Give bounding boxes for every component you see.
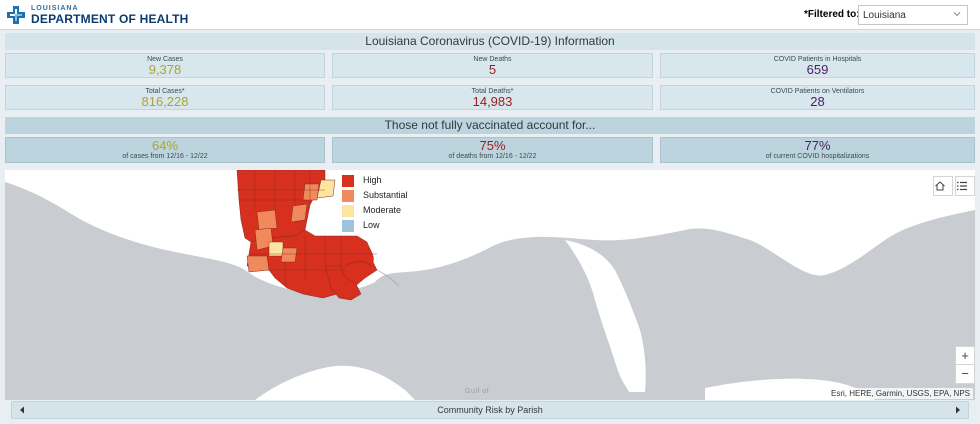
home-button[interactable] [933,176,953,196]
new-cases-value: 9,378 [6,63,324,77]
region-filter-value: Louisiana [863,10,906,21]
vax-deaths-value: 75% [333,139,652,153]
total-cases-card[interactable]: Total Cases* 816,228 [5,85,325,110]
legend-swatch-high [342,175,354,187]
vax-cases-value: 64% [6,139,324,153]
total-deaths-card[interactable]: Total Deaths* 14,983 [332,85,653,110]
legend-swatch-low [342,220,354,232]
legend-label-low: Low [363,220,380,230]
zoom-out-button[interactable]: − [955,364,975,384]
map-canvas [5,170,975,400]
info-title: Louisiana Coronavirus (COVID-19) Informa… [365,34,614,48]
vax-hospitalizations-label: of current COVID hospitalizations [661,153,974,160]
land-yucatan [255,366,415,400]
info-title-banner: Louisiana Coronavirus (COVID-19) Informa… [5,33,975,50]
zoom-in-icon: + [961,348,969,363]
new-cases-card[interactable]: New Cases 9,378 [5,53,325,78]
logo-subtitle: LOUISIANA [31,5,79,12]
vax-hospitalizations-card[interactable]: 77% of current COVID hospitalizations [660,137,975,163]
land-north [5,170,975,293]
vax-deaths-label: of deaths from 12/16 - 12/22 [333,153,652,160]
top-bar: LOUISIANA DEPARTMENT OF HEALTH *Filtered… [0,0,980,30]
zoom-out-icon: − [961,366,969,381]
ventilators-card[interactable]: COVID Patients on Ventilators 28 [660,85,975,110]
hospitalized-card[interactable]: COVID Patients in Hospitals 659 [660,53,975,78]
filter-label: *Filtered to: [804,9,860,20]
gulf-label: Gulf of [465,388,489,395]
vax-deaths-card[interactable]: 75% of deaths from 12/16 - 12/22 [332,137,653,163]
zoom-in-button[interactable]: + [955,346,975,366]
hospitalized-value: 659 [661,63,974,77]
new-deaths-value: 5 [333,63,652,77]
vax-cases-card[interactable]: 64% of cases from 12/16 - 12/22 [5,137,325,163]
parish-risk-map[interactable]: High Substantial Moderate Low + − Gulf o… [5,170,975,400]
footer-title: Community Risk by Parish [437,405,543,415]
new-deaths-card[interactable]: New Deaths 5 [332,53,653,78]
chevron-down-icon [953,10,961,18]
home-icon [934,180,946,192]
total-deaths-value: 14,983 [333,95,652,109]
legend-label-high: High [363,175,382,185]
ventilators-value: 28 [661,95,974,109]
logo-title: DEPARTMENT OF HEALTH [31,12,189,26]
vax-hospitalizations-value: 77% [661,139,974,153]
legend-toggle-button[interactable] [955,176,975,196]
vax-banner: Those not fully vaccinated account for..… [5,117,975,134]
legend-label-moderate: Moderate [363,205,401,215]
region-filter-select[interactable]: Louisiana [858,5,968,25]
total-cases-value: 816,228 [6,95,324,109]
map-footer-bar: Community Risk by Parish [11,401,969,419]
vax-banner-text: Those not fully vaccinated account for..… [385,118,596,132]
map-attribution[interactable]: Esri, HERE, Garmin, USGS, EPA, NPS [828,388,973,399]
next-arrow-icon[interactable] [954,406,962,414]
legend-label-substantial: Substantial [363,190,408,200]
list-icon [956,180,968,192]
legend-swatch-moderate [342,205,354,217]
legend-swatch-substantial [342,190,354,202]
ldh-logo: LOUISIANA DEPARTMENT OF HEALTH [5,3,165,27]
ldh-logo-icon [5,4,27,26]
land-florida [565,240,646,392]
previous-arrow-icon[interactable] [18,406,26,414]
vax-cases-label: of cases from 12/16 - 12/22 [6,153,324,160]
